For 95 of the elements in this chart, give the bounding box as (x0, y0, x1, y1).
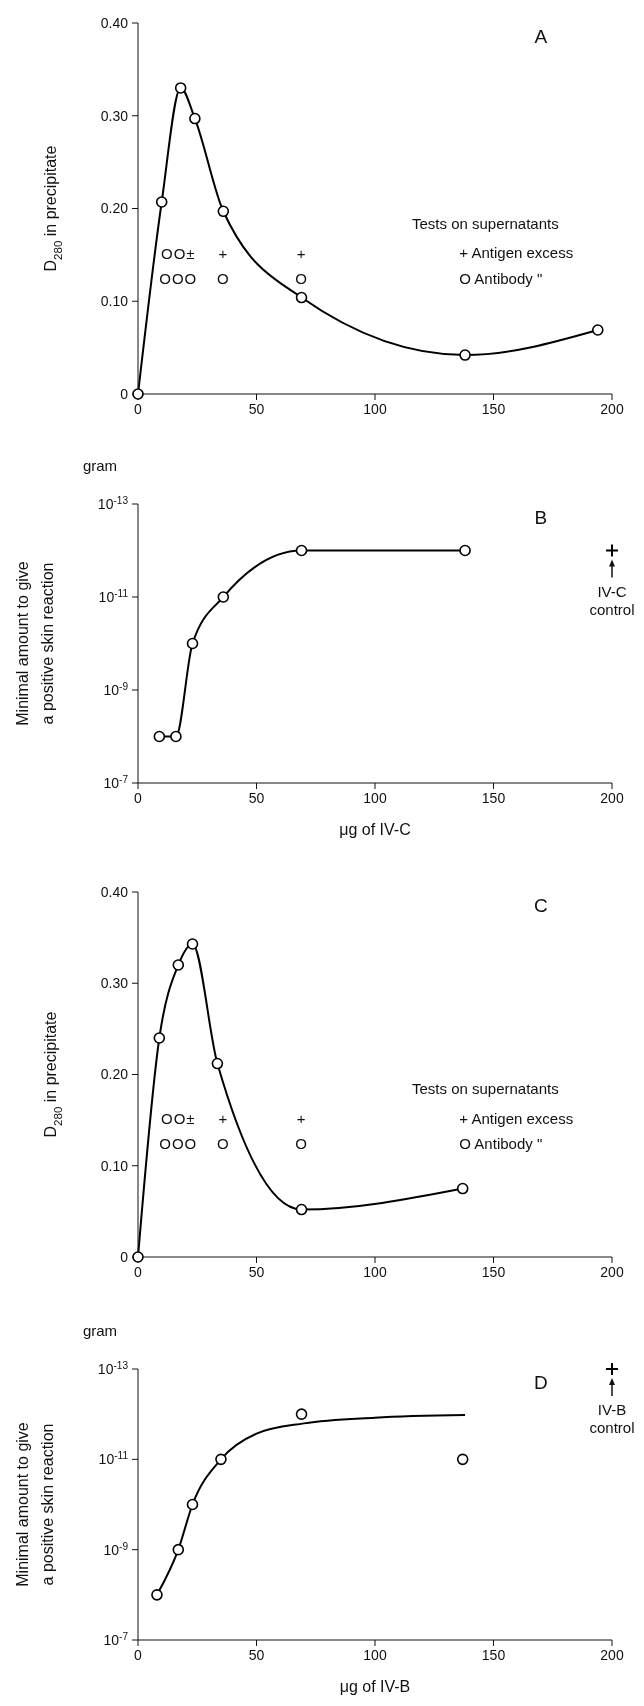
x-tick-label: 100 (363, 790, 387, 806)
y-tick-label: 10$^{-7}$ (103, 773, 129, 791)
y-tick-label: 0.20 (100, 200, 129, 217)
annotation: OOO (159, 270, 198, 288)
point (186, 938, 199, 950)
x-tick-label: 150 (481, 790, 506, 806)
point (172, 959, 185, 971)
y-tick-label: 0.40 (100, 14, 129, 31)
annotation: O Antibody " (459, 1135, 543, 1153)
point (172, 1543, 185, 1556)
chart-title: C (534, 895, 548, 916)
point (155, 196, 168, 208)
annotation: OO± (161, 1110, 196, 1128)
point (153, 1032, 166, 1044)
y-tick-label: 10$^{-7}$ (103, 1630, 129, 1648)
y-tick-label: 10$^{-11}$ (98, 587, 129, 605)
text: gram (82, 457, 118, 474)
annotation: Tests on supernatants (411, 1080, 559, 1098)
point (189, 112, 201, 125)
x-axis-title: μg of IV-B (339, 1678, 411, 1695)
annotation: O Antibody " (459, 270, 543, 288)
x-tick-label: 200 (600, 790, 624, 806)
annotation: Tests on supernatants (411, 214, 559, 232)
y-tick-label: 0.40 (100, 883, 129, 900)
x-tick-label: 150 (481, 1647, 506, 1663)
annotation: + (218, 245, 229, 263)
x-tick-label: 50 (248, 1264, 265, 1280)
annotation: + (218, 1110, 229, 1128)
x-tick-label: 100 (363, 401, 387, 417)
y-tick-label: 0.30 (100, 107, 129, 124)
text: gram (82, 1322, 118, 1339)
x-tick-label: 0 (134, 790, 143, 806)
y-tick-label: 0.10 (100, 293, 129, 310)
y-tick-label: 10$^{-9}$ (103, 680, 129, 698)
point (174, 82, 187, 94)
x-tick-label: 150 (481, 1264, 506, 1280)
point (456, 1453, 469, 1466)
annotation: IV-B control (589, 1401, 635, 1436)
x-tick-label: 100 (363, 1647, 387, 1663)
point (151, 1589, 163, 1601)
y-tick-label: 10$^{-13}$ (97, 1359, 129, 1377)
annotation: + (296, 1110, 307, 1128)
annotation: IV-C control (589, 582, 635, 618)
x-tick-label: 0 (134, 401, 143, 417)
point (295, 544, 308, 557)
point (459, 349, 471, 361)
annotation: OO± (161, 245, 196, 263)
point (295, 1203, 308, 1216)
y-tick-label: 10$^{-11}$ (98, 1449, 129, 1468)
chart-title: B (534, 507, 548, 528)
point (605, 1362, 619, 1376)
point (217, 591, 230, 603)
point (605, 543, 619, 558)
point (456, 1182, 469, 1195)
point (217, 205, 230, 218)
annotation: O (216, 270, 230, 288)
annotation: + Antigen excess (459, 244, 574, 262)
annotation: OOO (159, 1135, 198, 1153)
point (186, 1498, 199, 1511)
annotation: + Antigen excess (459, 1109, 574, 1127)
point (295, 1408, 308, 1420)
x-axis-title: μg of IV-C (339, 821, 411, 838)
x-tick-label: 0 (134, 1264, 143, 1280)
annotation: O (295, 1135, 308, 1153)
y-tick-label: 0 (120, 1248, 129, 1265)
point (215, 1453, 227, 1466)
x-tick-label: 200 (600, 1647, 624, 1663)
point (591, 324, 604, 336)
y-tick-label: 0 (120, 385, 129, 402)
point (295, 291, 308, 304)
point (170, 730, 182, 743)
y-tick-label: 10$^{-9}$ (103, 1540, 129, 1558)
y-tick-label: 10$^{-13}$ (97, 494, 129, 512)
point (186, 637, 199, 650)
x-tick-label: 50 (248, 1647, 265, 1663)
x-tick-label: 200 (600, 401, 624, 417)
y-axis-title: Minimal amount to give a positive skin reaction (13, 561, 56, 726)
y-tick-label: 0.10 (100, 1157, 129, 1174)
x-tick-label: 50 (248, 790, 265, 806)
x-tick-label: 50 (248, 401, 265, 417)
x-tick-label: 0 (134, 1647, 143, 1663)
chart-title: D (534, 1372, 548, 1393)
point (211, 1057, 224, 1070)
y-tick-label: 0.30 (100, 975, 129, 992)
annotation: O (295, 270, 308, 288)
y-axis-title: Minimal amount to give a positive skin reaction (13, 1422, 56, 1587)
annotation: + (296, 245, 307, 263)
point (459, 544, 471, 557)
point (153, 730, 166, 743)
annotation: O (216, 1135, 230, 1153)
x-tick-label: 150 (481, 401, 506, 417)
y-tick-label: 0.20 (100, 1066, 129, 1083)
x-tick-label: 200 (600, 1264, 624, 1280)
chart-title: A (534, 26, 548, 47)
x-tick-label: 100 (363, 1264, 387, 1280)
